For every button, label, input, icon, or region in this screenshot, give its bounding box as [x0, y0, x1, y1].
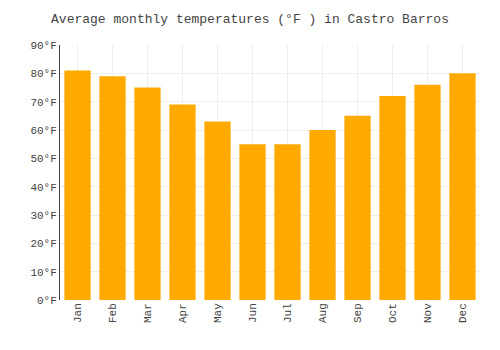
- svg-text:80°F: 80°F: [30, 68, 56, 80]
- svg-text:70°F: 70°F: [30, 97, 56, 109]
- svg-text:Jul: Jul: [282, 303, 294, 323]
- svg-text:Jun: Jun: [247, 303, 259, 323]
- svg-text:Feb: Feb: [107, 303, 119, 323]
- svg-text:Average monthly temperatures (: Average monthly temperatures (°F ) in Ca…: [51, 12, 449, 27]
- svg-text:Dec: Dec: [457, 303, 469, 323]
- svg-text:20°F: 20°F: [30, 238, 56, 250]
- svg-text:0°F: 0°F: [37, 295, 57, 307]
- svg-text:Apr: Apr: [177, 303, 189, 323]
- svg-text:Jan: Jan: [72, 303, 84, 323]
- svg-text:30°F: 30°F: [30, 210, 56, 222]
- svg-text:May: May: [212, 303, 224, 323]
- svg-text:Nov: Nov: [422, 303, 434, 323]
- svg-text:40°F: 40°F: [30, 182, 56, 194]
- svg-text:Mar: Mar: [142, 303, 154, 323]
- svg-text:90°F: 90°F: [30, 40, 56, 52]
- svg-text:Oct: Oct: [387, 303, 399, 323]
- svg-text:60°F: 60°F: [30, 125, 56, 137]
- svg-text:10°F: 10°F: [30, 267, 56, 279]
- svg-text:Sep: Sep: [352, 303, 364, 323]
- svg-text:50°F: 50°F: [30, 153, 56, 165]
- svg-text:Aug: Aug: [317, 303, 329, 323]
